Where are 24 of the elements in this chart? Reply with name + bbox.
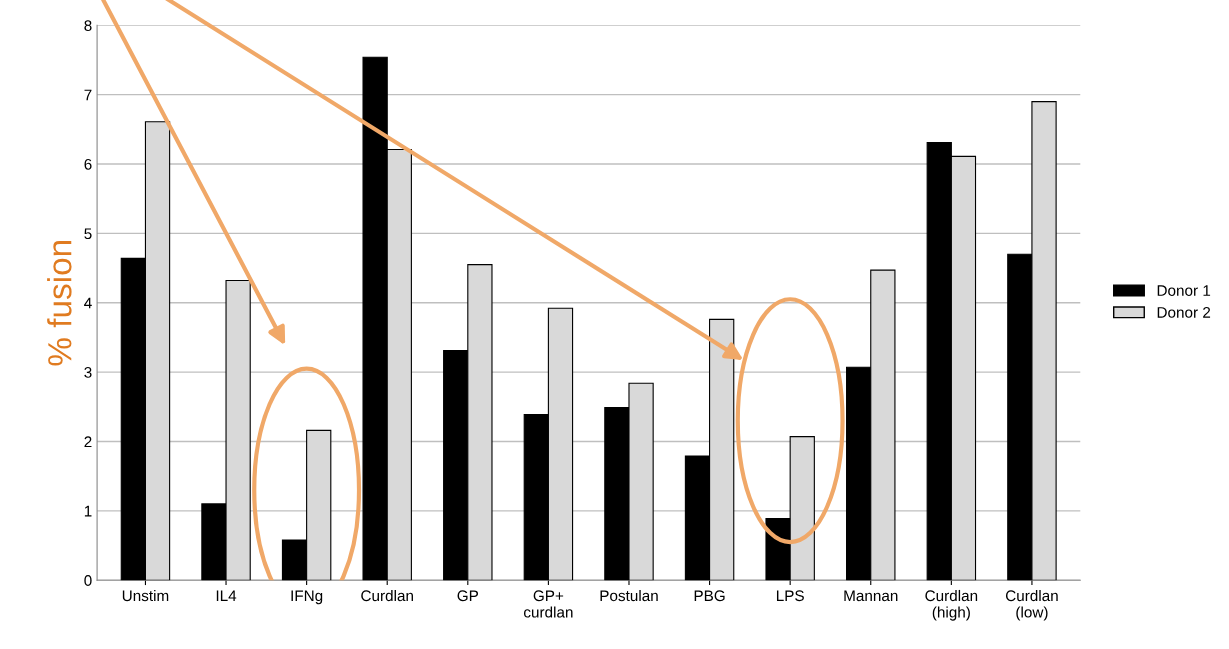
- y-tick-label: 6: [84, 158, 92, 170]
- y-tick-label: 3: [84, 366, 92, 378]
- legend-label: Donor 2: [1157, 306, 1211, 318]
- legend-label: Donor 1: [1157, 285, 1211, 296]
- y-tick-label: 0: [84, 575, 92, 586]
- x-tick-label: Unstim: [122, 589, 169, 602]
- x-tick-label: IL4: [216, 590, 237, 601]
- x-tick-label: Curdlan (low): [1005, 589, 1058, 621]
- y-tick-label: 4: [84, 297, 92, 309]
- x-tick-label: GP+ curdlan: [523, 590, 573, 618]
- x-tick-label: Mannan: [844, 590, 898, 602]
- x-tick-label: GP: [457, 590, 479, 602]
- y-tick-label: 8: [84, 20, 92, 31]
- y-tick-label: 1: [84, 505, 92, 517]
- x-tick-label: Curdlan: [361, 589, 413, 602]
- x-tick-label: IFNg: [291, 590, 323, 605]
- x-tick-label: Curdlan (high): [925, 589, 978, 621]
- y-tick-label: 2: [84, 436, 92, 448]
- x-tick-label: PBG: [694, 590, 725, 602]
- x-tick-label: LPS: [776, 590, 804, 602]
- y-tick-label: 7: [84, 89, 92, 101]
- y-axis-title: % fusion: [47, 241, 72, 366]
- x-tick-label: Postulan: [600, 589, 658, 602]
- y-tick-label: 5: [84, 228, 92, 240]
